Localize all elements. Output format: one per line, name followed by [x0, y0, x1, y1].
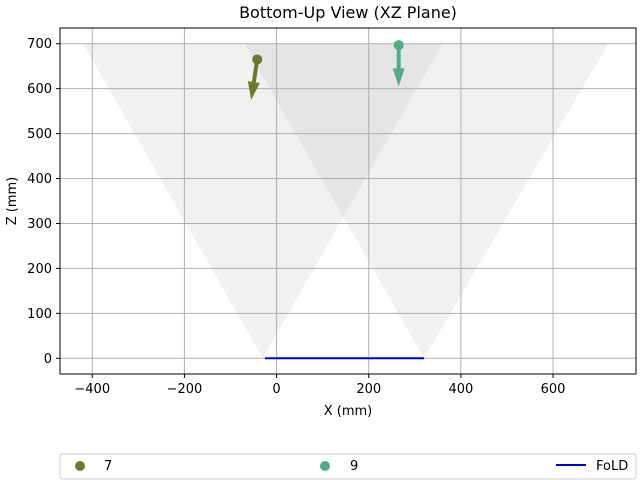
chart-title: Bottom-Up View (XZ Plane)	[239, 3, 457, 22]
point-9	[393, 40, 404, 51]
x-tick-label: 200	[356, 382, 381, 397]
legend-marker-9	[320, 461, 330, 471]
data-layer	[247, 40, 425, 360]
legend-label-7: 7	[104, 459, 112, 474]
x-tick-label: 400	[448, 382, 473, 397]
legend-frame	[59, 453, 637, 480]
direction-arrow-7	[247, 59, 260, 100]
legend-label-fold: FoLD	[596, 459, 628, 474]
grid	[60, 28, 636, 374]
y-tick-label: 200	[27, 262, 52, 277]
x-tick-label: −200	[167, 382, 203, 397]
fov-cone-2	[244, 43, 609, 359]
y-tick-label: 400	[27, 172, 52, 187]
y-tick-label: 600	[27, 82, 52, 97]
y-tick-label: 500	[27, 127, 52, 142]
y-tick-label: 0	[44, 352, 52, 367]
x-axis-label: X (mm)	[324, 404, 373, 419]
direction-arrow-9	[392, 45, 405, 87]
y-tick-label: 300	[27, 217, 52, 232]
fov-cones	[83, 43, 609, 359]
x-tick-label: 0	[272, 382, 280, 397]
legend: 7 9 FoLD	[59, 453, 637, 480]
y-tick-label: 100	[27, 307, 52, 322]
fov-cone-1	[83, 43, 443, 359]
point-7	[252, 54, 263, 65]
y-axis-label: Z (mm)	[5, 177, 20, 226]
x-tick-label: −400	[74, 382, 110, 397]
y-tick-label: 700	[27, 37, 52, 52]
plot-frame	[59, 27, 637, 375]
plot-background	[60, 28, 636, 374]
legend-label-9: 9	[350, 459, 358, 474]
legend-marker-7	[75, 461, 85, 471]
ticks: −400 −200 0 200 400 600 0 100 200 300 400 500 600 700	[27, 37, 565, 397]
x-tick-label: 600	[541, 382, 566, 397]
